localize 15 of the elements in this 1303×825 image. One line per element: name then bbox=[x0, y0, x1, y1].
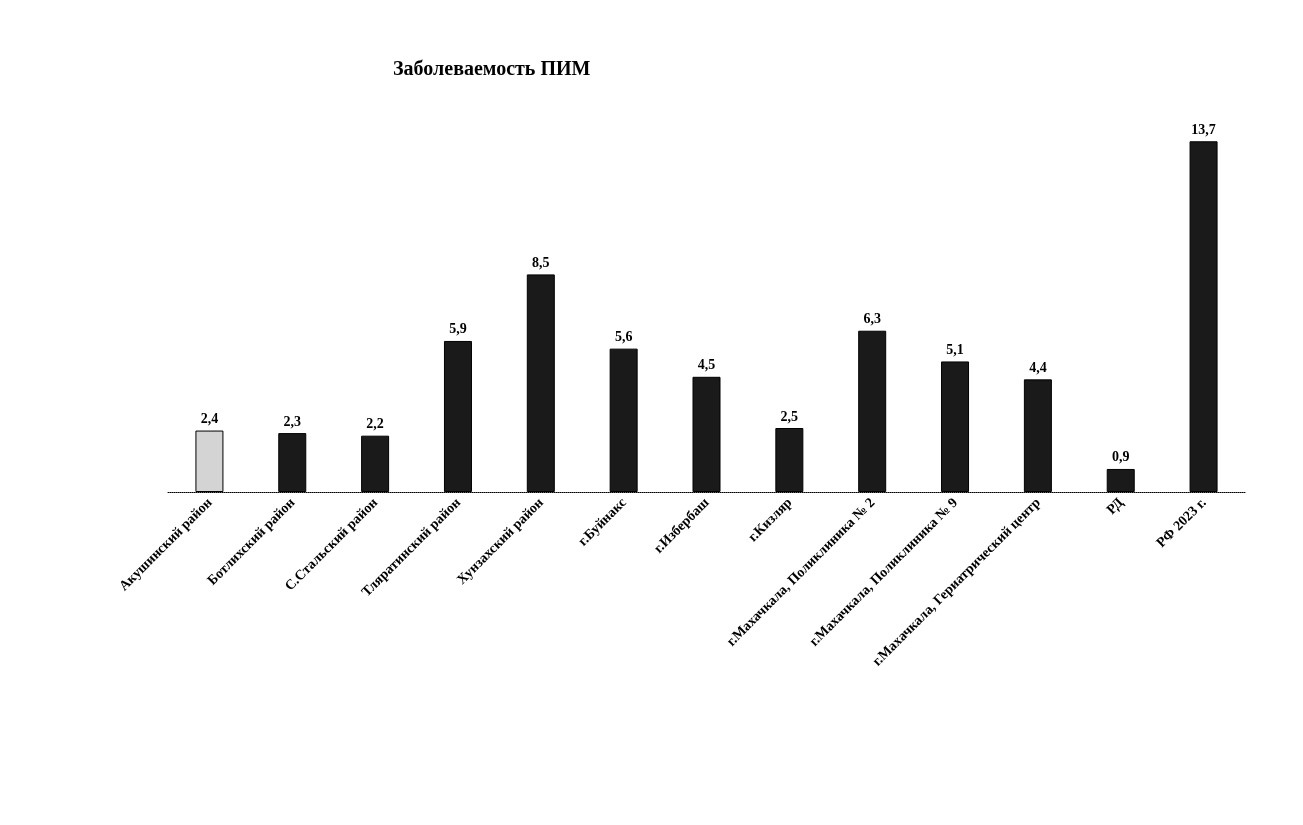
data-label: 5,9 bbox=[449, 321, 467, 337]
data-label: 5,1 bbox=[946, 341, 964, 357]
data-label: 2,2 bbox=[366, 416, 384, 432]
x-tick-label: РД bbox=[1103, 494, 1127, 518]
data-label: 4,4 bbox=[1029, 359, 1047, 375]
data-label: 5,6 bbox=[614, 329, 633, 345]
data-label: 4,5 bbox=[697, 357, 716, 373]
data-label: 2,5 bbox=[780, 408, 799, 424]
data-label: 6,3 bbox=[863, 311, 881, 327]
chart-title: Заболеваемость ПИМ bbox=[393, 57, 591, 79]
data-label: 2,4 bbox=[200, 411, 219, 427]
data-label: 8,5 bbox=[532, 254, 550, 270]
data-label: 13,7 bbox=[1191, 121, 1216, 137]
data-label: 2,3 bbox=[283, 413, 302, 429]
data-label: 0,9 bbox=[1111, 449, 1130, 465]
